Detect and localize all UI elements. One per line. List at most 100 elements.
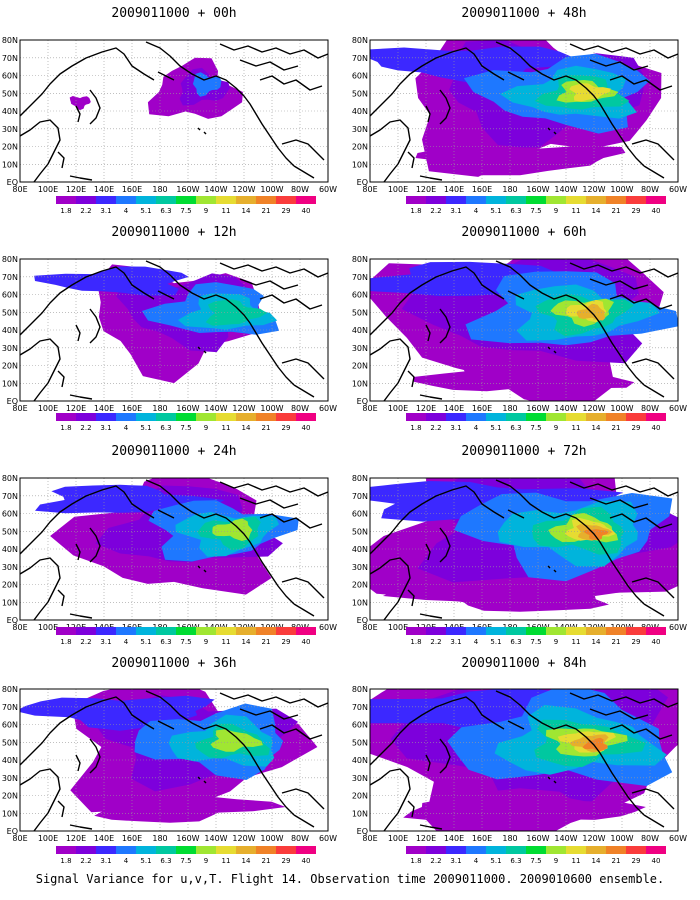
- colorbar-swatch: [216, 627, 236, 635]
- map-panel-p12: 2009011000 + 12h 80N 70N 60N 50N 40N 30N 20N 10N…: [2, 225, 337, 432]
- colorbar-label: 21: [612, 638, 621, 646]
- colorbar-label: 1.8: [410, 638, 421, 646]
- colorbar-label: 3.1: [100, 638, 111, 646]
- lon-tick-label: 160E: [472, 404, 492, 413]
- variance-field: [20, 40, 328, 182]
- colorbar-label: 4: [474, 638, 479, 646]
- colorbar-swatch: [256, 846, 276, 854]
- colorbar-swatch: [56, 846, 76, 854]
- lat-tick-label: 10N: [2, 809, 18, 818]
- lon-tick-label: 160E: [472, 185, 492, 194]
- lat-tick-label: 60N: [352, 510, 368, 519]
- lat-tick-label: 80N: [2, 36, 18, 45]
- colorbar-swatch: [586, 846, 606, 854]
- map-panel-p72: 2009011000 + 72h 80N 70N 60N 50N 40N 30N 20N 10N…: [352, 444, 687, 646]
- lat-tick-label: 70N: [352, 273, 368, 282]
- colorbar-swatch: [526, 196, 546, 204]
- lon-tick-label: 80W: [641, 834, 659, 843]
- colorbar-swatch: [256, 196, 276, 204]
- colorbar-swatch: [256, 413, 276, 421]
- lat-tick-label: 30N: [2, 125, 18, 134]
- colorbar-swatch: [96, 627, 116, 635]
- lon-tick-label: 140W: [204, 834, 227, 843]
- colorbar-swatch: [196, 413, 216, 421]
- colorbar-label: 14: [242, 857, 251, 865]
- colorbar-swatch: [506, 196, 526, 204]
- colorbar-swatch: [586, 196, 606, 204]
- lon-tick-label: 160W: [526, 404, 549, 413]
- colorbar-label: 21: [262, 857, 271, 865]
- lon-tick-label: 160E: [472, 834, 492, 843]
- colorbar-label: 4: [124, 857, 129, 865]
- colorbar-swatch: [586, 627, 606, 635]
- map-frame: [19, 39, 329, 183]
- lon-tick-label: 80E: [362, 185, 377, 194]
- lat-tick-label: EQ: [357, 397, 368, 406]
- lon-tick-label: 100W: [610, 404, 633, 413]
- colorbar-swatch: [606, 627, 626, 635]
- colorbar-label: 21: [612, 424, 621, 432]
- lon-tick-label: 80E: [362, 834, 377, 843]
- colorbar-label: 5.1: [140, 638, 151, 646]
- variance-field: [20, 689, 328, 831]
- colorbar-swatch: [276, 196, 296, 204]
- colorbar-label: 7.5: [180, 207, 191, 215]
- lat-tick-label: 20N: [2, 362, 18, 371]
- colorbar-swatch: [546, 846, 566, 854]
- lat-tick-label: 20N: [2, 792, 18, 801]
- colorbar-swatch: [176, 413, 196, 421]
- colorbar-swatch: [176, 196, 196, 204]
- lat-tick-label: 60N: [352, 721, 368, 730]
- colorbar-label: 4: [124, 638, 129, 646]
- colorbar-swatch: [626, 627, 646, 635]
- panel-title: 2009011000 + 24h: [111, 444, 236, 459]
- colorbar-label: 3.1: [100, 857, 111, 865]
- colorbar-label: 2.2: [430, 857, 441, 865]
- colorbar-label: 29: [282, 207, 291, 215]
- lon-tick-label: 60W: [669, 404, 687, 413]
- lat-tick-label: 40N: [2, 326, 18, 335]
- lat-tick-label: 70N: [2, 54, 18, 63]
- colorbar-swatch: [256, 627, 276, 635]
- lon-tick-label: 100E: [388, 404, 408, 413]
- variance-field: [20, 478, 328, 620]
- lon-tick-label: 140E: [94, 834, 114, 843]
- lon-tick-label: 120E: [416, 185, 436, 194]
- colorbar-swatch: [426, 627, 446, 635]
- figure-caption: Signal Variance for u,v,T. Flight 14. Ob…: [35, 872, 665, 886]
- variance-field: [20, 259, 328, 401]
- map-panel-p84: 2009011000 + 84h 80N 70N 60N 50N 40N 30N 20N 10N…: [352, 656, 687, 865]
- colorbar-label: 4: [124, 207, 129, 215]
- colorbar-label: 11: [222, 857, 231, 865]
- colorbar-label: 29: [282, 424, 291, 432]
- colorbar-swatch: [546, 196, 566, 204]
- colorbar: 1.8 2.2 3.1 4 5.1 6.3 7.5 9 11 14 21 29 40: [406, 413, 666, 432]
- colorbar: 1.8 2.2 3.1 4 5.1 6.3 7.5 9 11 14 21 29 40: [406, 627, 666, 646]
- colorbar-swatch: [276, 627, 296, 635]
- lon-tick-label: 140W: [204, 185, 227, 194]
- map-frame: [369, 477, 679, 621]
- variance-field: [370, 478, 678, 620]
- colorbar-label: 6.3: [160, 638, 171, 646]
- lat-tick-label: 80N: [2, 685, 18, 694]
- colorbar-swatch: [296, 413, 316, 421]
- lon-tick-label: 100W: [610, 834, 633, 843]
- colorbar-label: 9: [204, 424, 208, 432]
- colorbar-swatch: [606, 413, 626, 421]
- colorbar-label: 29: [632, 207, 641, 215]
- colorbar-label: 3.1: [100, 424, 111, 432]
- lon-tick-label: 100W: [610, 185, 633, 194]
- lat-tick-label: EQ: [7, 827, 18, 836]
- colorbar-swatch: [116, 196, 136, 204]
- colorbar-label: 5.1: [490, 207, 501, 215]
- lon-tick-label: 120W: [582, 185, 605, 194]
- colorbar-swatch: [276, 846, 296, 854]
- lat-tick-label: 50N: [2, 527, 18, 536]
- lat-tick-label: 10N: [352, 160, 368, 169]
- colorbar-label: 40: [652, 638, 661, 646]
- lat-tick-label: 60N: [2, 721, 18, 730]
- map-panel-p36: 2009011000 + 36h 80N 70N 60N 50N 40N 30N 20N 10N…: [2, 656, 337, 865]
- lon-tick-label: 160W: [526, 834, 549, 843]
- map-frame: [369, 39, 679, 183]
- lat-tick-label: 40N: [352, 326, 368, 335]
